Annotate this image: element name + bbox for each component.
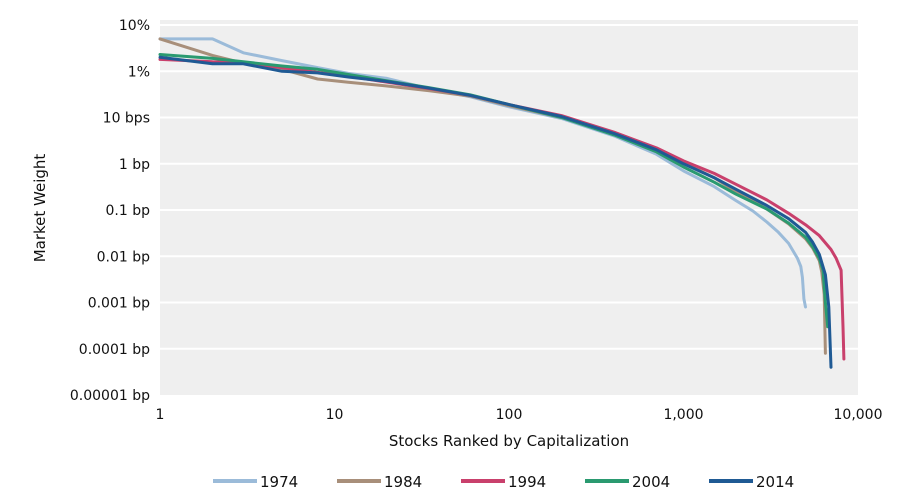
series-line-2004 bbox=[158, 53, 830, 329]
series-line-1974 bbox=[158, 37, 807, 309]
x-tick-label: 1 bbox=[156, 407, 165, 423]
series-line-2014 bbox=[158, 55, 833, 369]
plot-background bbox=[160, 20, 858, 395]
legend-label: 1994 bbox=[508, 473, 546, 491]
y-axis-title: Market Weight bbox=[31, 154, 49, 263]
y-tick-label: 1 bp bbox=[119, 157, 150, 173]
legend-label: 2014 bbox=[756, 473, 794, 491]
x-tick-label: 1,000 bbox=[663, 407, 703, 423]
y-tick-label: 0.1 bp bbox=[106, 203, 151, 219]
y-tick-label: 10 bps bbox=[103, 111, 150, 127]
x-tick-label: 10 bbox=[326, 407, 344, 423]
y-tick-label: 0.001 bp bbox=[88, 296, 150, 312]
y-tick-label: 10% bbox=[119, 18, 150, 34]
y-tick-label: 0.00001 bp bbox=[70, 388, 150, 404]
series-lines bbox=[158, 37, 846, 369]
y-tick-label: 1% bbox=[128, 64, 150, 80]
legend-label: 2004 bbox=[632, 473, 670, 491]
legend: 1974 1984 1994 2004 2014 bbox=[213, 473, 794, 491]
y-tick-label: 0.01 bp bbox=[97, 249, 151, 265]
x-axis-title: Stocks Ranked by Capitalization bbox=[389, 432, 629, 450]
y-tick-labels: 10% 1% 10 bps 1 bp 0.1 bp 0.01 bp 0.001 bp 0.00… bbox=[70, 18, 150, 404]
x-tick-label: 10,000 bbox=[834, 407, 883, 423]
legend-label: 1974 bbox=[260, 473, 298, 491]
legend-label: 1984 bbox=[384, 473, 422, 491]
x-tick-labels: 1 10 100 1,000 10,000 bbox=[156, 407, 883, 423]
y-tick-label: 0.0001 bp bbox=[79, 342, 150, 358]
x-tick-label: 100 bbox=[496, 407, 523, 423]
